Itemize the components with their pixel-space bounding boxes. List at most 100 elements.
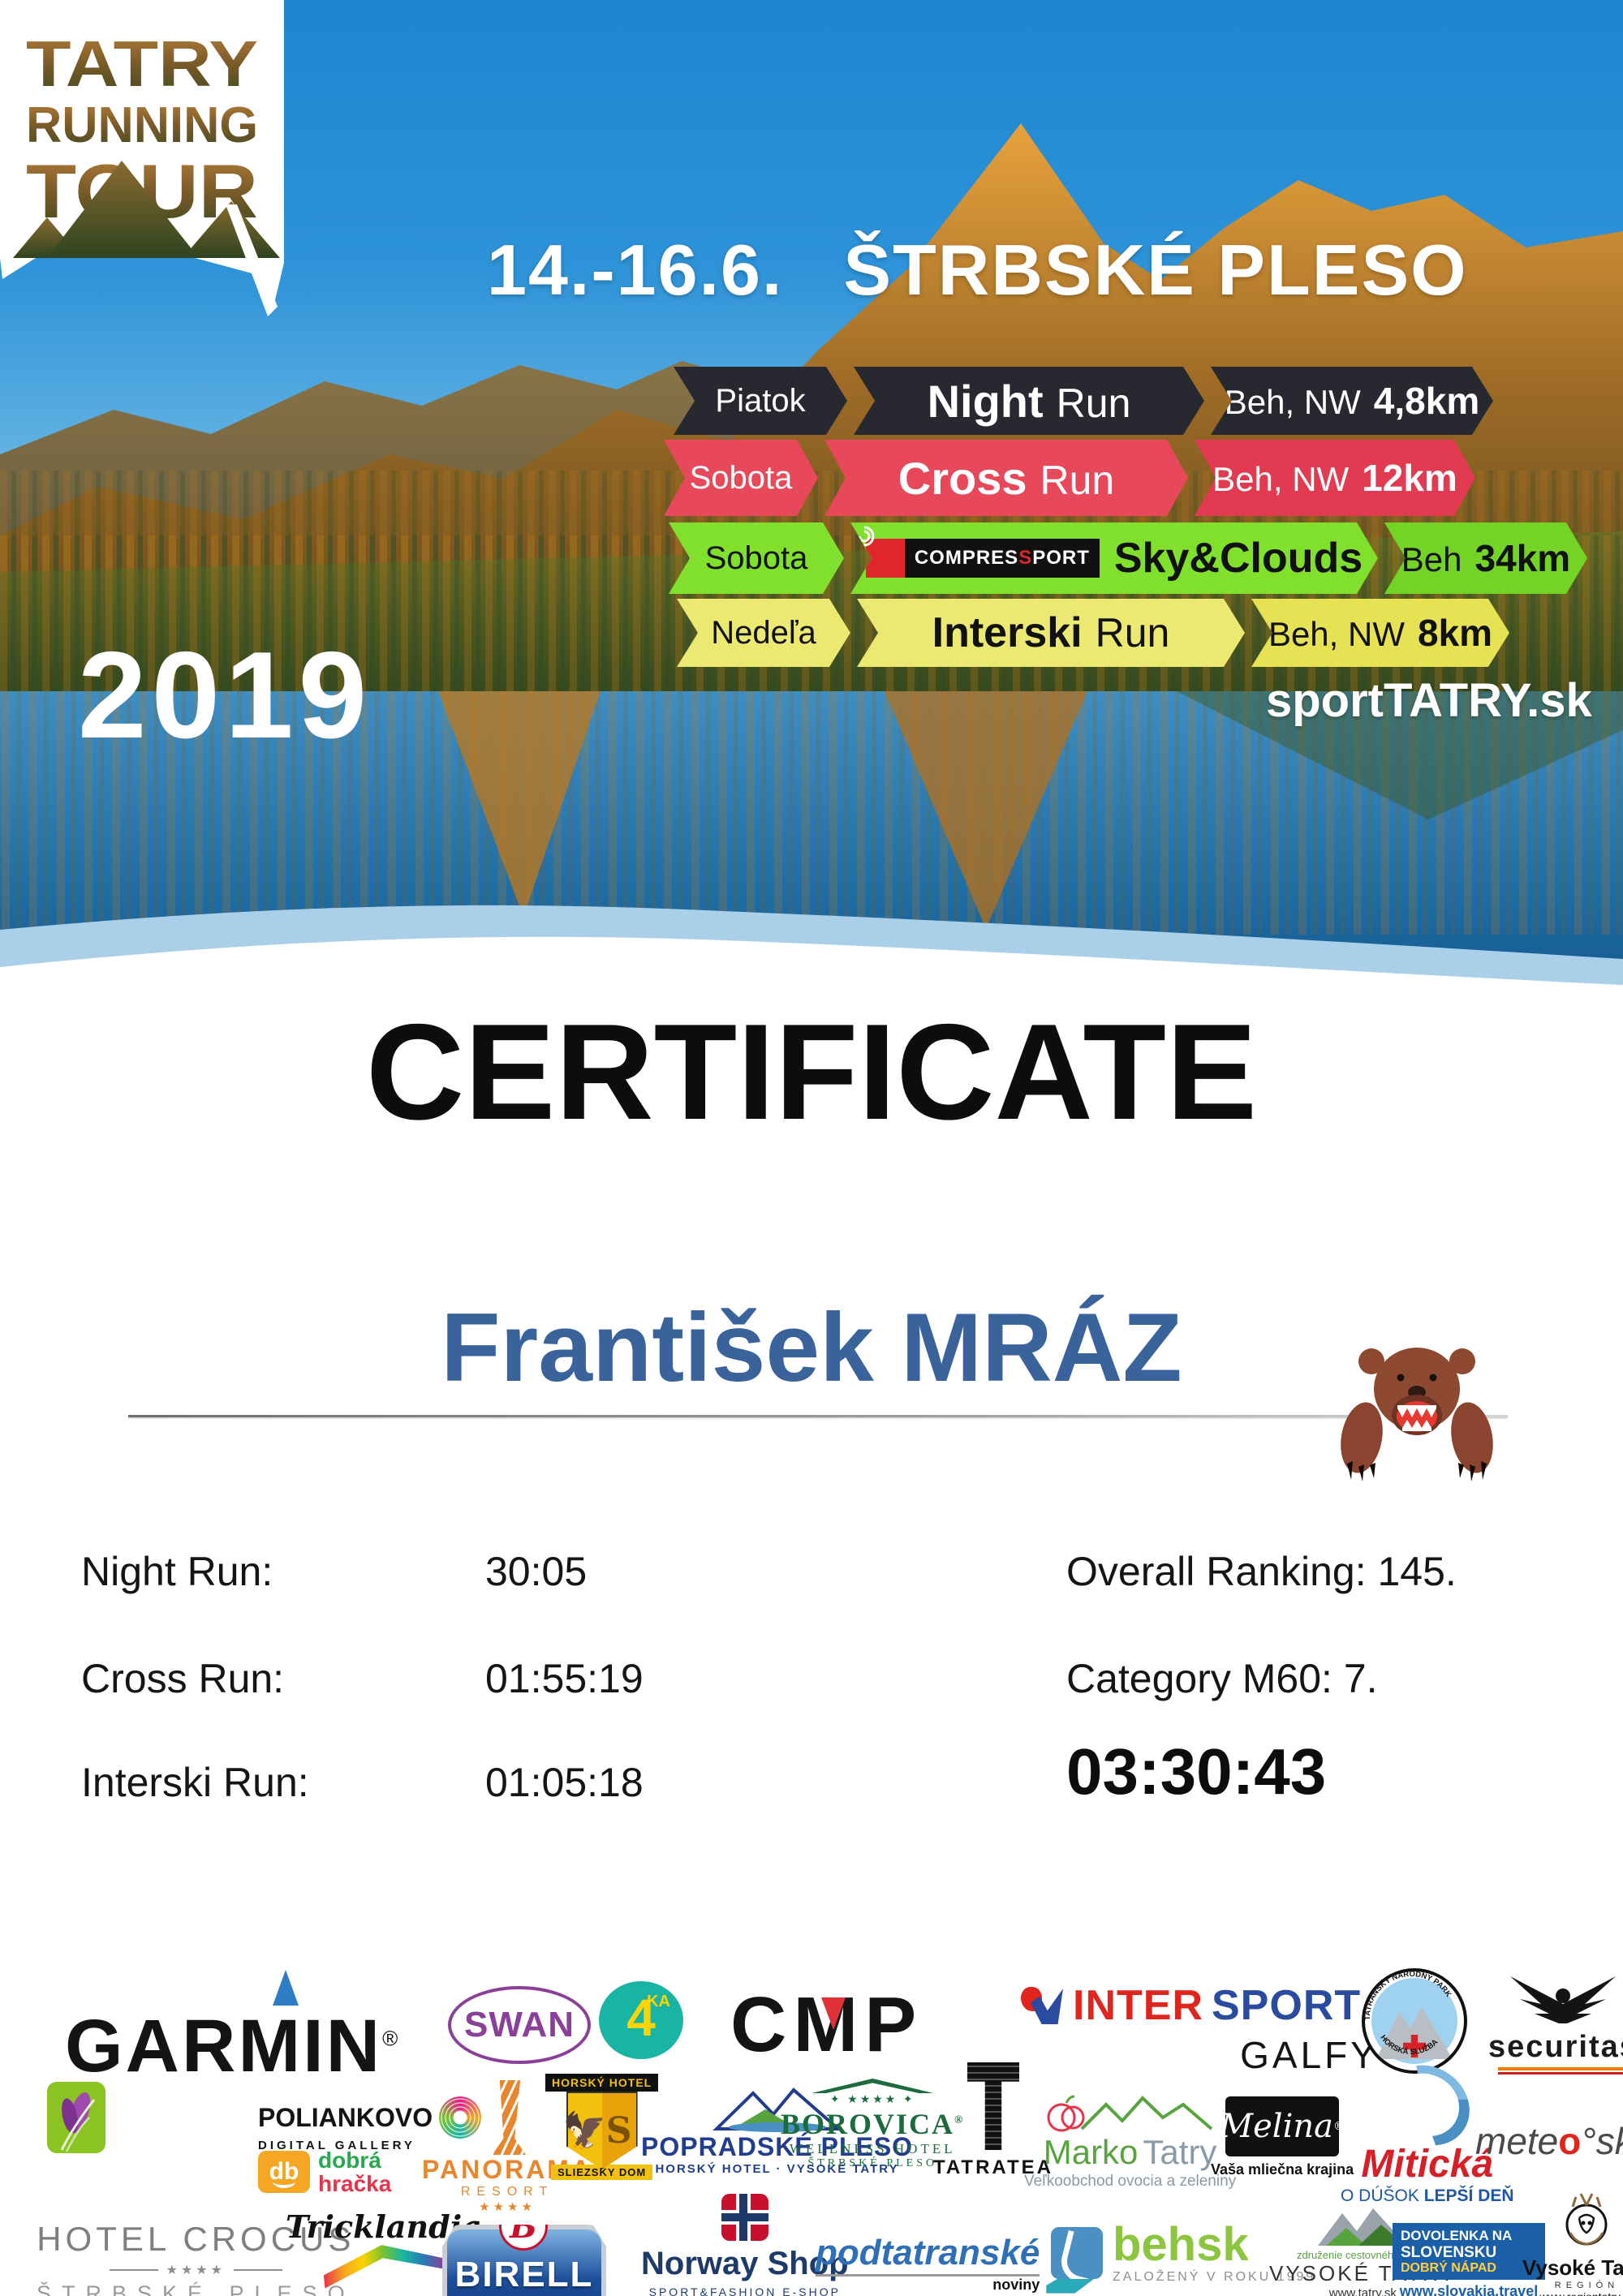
page-title: CERTIFICATE <box>365 995 1258 1148</box>
sponsor-label2: SPORT <box>1212 1982 1362 2029</box>
result-label: Cross Run: <box>81 1656 285 1701</box>
sponsor-label: SWAN <box>464 2005 575 2044</box>
tatratea-t-icon <box>966 2062 1019 2150</box>
marko-apple-mountains-icon <box>1047 2095 1212 2132</box>
securitas-orange-bar <box>1498 2066 1623 2070</box>
event-banner-interski-run: Nedeľa Interski Run Beh, NW 8km <box>677 599 1509 667</box>
sponsor-line1: DOVOLENKA NA <box>1401 2228 1513 2243</box>
sponsor-sublabel: WELLNESS HOTEL <box>789 2141 956 2156</box>
sponsor-label: behsk <box>1113 2218 1249 2271</box>
divider-line <box>128 1415 1508 1417</box>
compressport-icon: COMPRES S PORT <box>866 536 1100 580</box>
event-title-rest: Run <box>1040 457 1115 503</box>
cmp-red-accent-icon <box>821 1997 846 2030</box>
garmin-triangle-icon <box>273 1970 299 2006</box>
sponsor-slovakia-travel: DOVOLENKA NA SLOVENSKU DOBRÝ NÁPAD www.s… <box>1393 2223 1545 2296</box>
sponsor-label: dobrá <box>318 2148 381 2173</box>
sponsor-4ka: 4 KA <box>599 1981 683 2059</box>
event-banner-night-run: Piatok Night Run Beh, NW 4,8km <box>674 367 1493 435</box>
sponsor-swan: SWAN <box>448 1986 591 2064</box>
sponsor-sublabel: O DÚŠOK <box>1341 2186 1419 2205</box>
sponsor-label: GARMIN <box>65 2005 383 2087</box>
sponsor-label: BIRELL <box>454 2255 594 2294</box>
sponsor-sublabel: noviny <box>992 2276 1040 2293</box>
sponsor-poliankovo: POLIANKOVO DIGITAL GALLERY <box>258 2096 482 2152</box>
sponsor-label2: hračka <box>318 2171 392 2197</box>
star-rating: ★★★★ <box>479 2200 536 2214</box>
birell-shield-icon: B BIRELL <box>442 2225 606 2296</box>
sponsor-label-small: KA <box>647 1993 670 2010</box>
sponsor-url: www.tatry.sk <box>1328 2286 1397 2296</box>
sponsor-sublabel: SPORT&FASHION E-SHOP <box>648 2285 841 2296</box>
sponsor-label: INTER <box>1073 1982 1203 2029</box>
chamois-icon <box>1565 2193 1608 2246</box>
rainbow-ribbon-icon <box>321 2238 446 2294</box>
sponsor-sublabel: ZALOŽENÝ V ROKU 1999 <box>1113 2270 1316 2284</box>
total-time: 03:30:43 <box>1066 1735 1327 1808</box>
sponsor-label: TATRATEA <box>933 2156 1053 2178</box>
sponsor-label: Marko <box>1043 2133 1139 2171</box>
sponsor-galfy: GALFY <box>1240 2034 1379 2076</box>
sponsor-tanap: TATRANSKÝ NÁRODNÝ PARK HORSKÁ SLUŽBA <box>1362 1968 1467 2074</box>
logo-year: 2019 <box>78 626 372 764</box>
sponsor-line3: DOBRÝ NÁPAD <box>1401 2261 1496 2276</box>
sponsor-marko-tatry: Marko Tatry Veľkoobchod ovocia a zelenin… <box>1024 2093 1236 2191</box>
event-banner-sky-clouds: Sobota COMPRES S PORT Sky&Clouds Beh 34km <box>669 522 1587 594</box>
event-title-rest: Run <box>1095 610 1170 656</box>
crocus-flower-icon <box>47 2082 105 2153</box>
sponsor-norway-shop: Norway Shop SPORT&FASHION E-SHOP <box>641 2194 849 2296</box>
overall-ranking: Overall Ranking: 145. <box>1066 1549 1457 1594</box>
event-title-bold: Sky&Clouds <box>1113 535 1363 582</box>
sponsor-ribbon: SLIEZSKY DOM <box>550 2165 653 2180</box>
sponsor-label: 4 <box>626 1989 656 2047</box>
sponsor-label: Melina <box>1220 2108 1333 2145</box>
sponsor-hotel-crocus: HOTEL CROCUS ★★★★ ŠTRBSKÉ PLESO <box>37 2220 355 2296</box>
event-distance: 34km <box>1474 537 1571 579</box>
sponsor-popradske-pleso: POPRADSKÉ PLESO HORSKÝ HOTEL · VYSOKÉ TA… <box>641 2085 913 2176</box>
sponsor-sublabel: DIGITAL GALLERY <box>258 2139 415 2152</box>
sponsor-behsk: behsk ZALOŽENÝ V ROKU 1999 <box>1051 2221 1315 2285</box>
result-value: 01:55:19 <box>485 1656 644 1701</box>
sponsor-url: www.slovakia.travel <box>1399 2283 1539 2296</box>
shield-eagle: 🦅 <box>566 2093 607 2168</box>
slovakia-travel-box: DOVOLENKA NA SLOVENSKU DOBRÝ NÁPAD <box>1393 2223 1545 2280</box>
svg-text:TATRANSKÝ NÁRODNÝ PARK: TATRANSKÝ NÁRODNÝ PARK <box>1363 1970 1453 2020</box>
sponsor-miticka: Mitická O DÚŠOK LEPŠÍ DEŇ <box>1341 2049 1514 2206</box>
sponsor-sublabel: REGIÓN <box>1554 2281 1620 2290</box>
event-date: 14.-16.6. <box>487 230 784 310</box>
sponsor-tatratea: TATRATEA <box>933 2062 1053 2179</box>
borovica-roof-icon <box>812 2079 934 2093</box>
event-day: Piatok <box>715 382 806 419</box>
sponsor-label: securitas <box>1488 2030 1623 2064</box>
norway-flag-icon <box>721 2194 768 2241</box>
panorama-tower-icon <box>492 2080 527 2155</box>
securitas-red-bar <box>1498 2071 1623 2075</box>
sponsor-label2: Tatry <box>1143 2133 1217 2171</box>
compressport-swirl-icon <box>866 539 905 578</box>
sponsor-dobra-hracka: db dobrá hračka <box>258 2148 391 2196</box>
sponsor-label: Mitická <box>1361 2143 1494 2186</box>
tanap-bottom-text: HORSKÁ SLUŽBA <box>1378 2033 1440 2057</box>
tatry-running-tour-logo: TATRY RUNNING TOUR <box>0 0 284 316</box>
sponsor-label: POLIANKOVO <box>258 2102 433 2132</box>
event-title-bold: Night <box>927 375 1044 427</box>
sponsor-sublabel-bold: LEPŠÍ DEŇ <box>1423 2186 1514 2205</box>
event-location: ŠTRBSKÉ PLESO <box>843 230 1468 310</box>
compressport-text2: PORT <box>1032 547 1090 569</box>
poliankovo-arcs-icon <box>439 2096 482 2139</box>
event-day: Nedeľa <box>711 614 816 651</box>
tanap-emblem-icon: TATRANSKÝ NÁRODNÝ PARK HORSKÁ SLUŽBA <box>1362 1968 1467 2074</box>
result-label: Night Run: <box>81 1549 273 1594</box>
dobra-hracka-icon: db <box>258 2151 310 2194</box>
star-rating: ★★★★ <box>166 2264 226 2277</box>
event-distance: 8km <box>1417 612 1493 654</box>
event-info: Beh, NW <box>1268 615 1405 653</box>
securitas-eagle-icon <box>1510 1976 1617 2023</box>
intersport-check-icon <box>1021 1984 1065 2027</box>
popradske-mountains-icon <box>712 2087 842 2132</box>
sponsor-label2: °sk <box>1581 2120 1623 2162</box>
category-ranking: Category M60: 7. <box>1066 1656 1378 1701</box>
